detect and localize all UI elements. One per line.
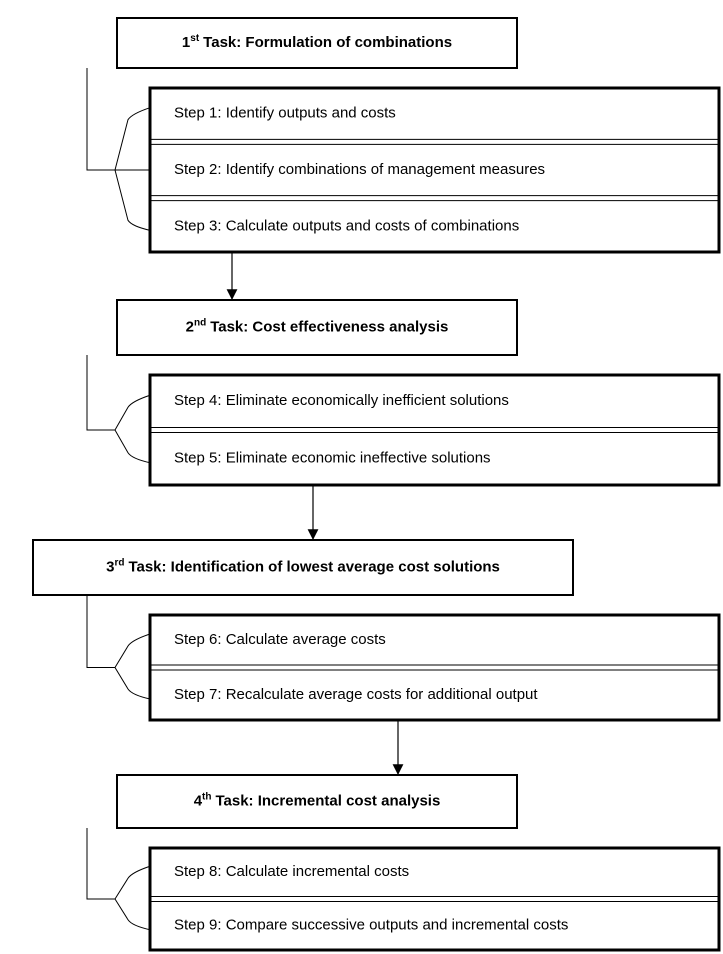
connector [86,828,115,900]
task-box [116,299,518,356]
connector [86,595,115,668]
steps-box [148,613,721,722]
step-label: Step 4: Eliminate economically inefficie… [174,392,509,409]
task-number: 3 [106,558,114,575]
steps-box [148,373,721,487]
step-label: Step 8: Calculate incremental costs [174,863,409,880]
task-ordinal: th [202,791,211,802]
step-label: Step 3: Calculate outputs and costs of c… [174,217,519,234]
task-title: 4th Task: Incremental cost analysis [194,791,441,809]
brace [114,633,151,668]
step-label: Step 7: Recalculate average costs for ad… [174,686,538,703]
brace [114,865,151,900]
task-ordinal: nd [194,317,206,328]
task-name: Task: Incremental cost analysis [215,792,440,809]
task-ordinal: st [190,33,200,44]
task-name: Task: Formulation of combinations [203,34,452,51]
task-name: Task: Identification of lowest average c… [128,558,499,575]
task-title: 2nd Task: Cost effectiveness analysis [186,317,449,335]
brace [114,667,151,700]
connector [86,68,115,171]
step-label: Step 5: Eliminate economic ineffective s… [174,450,491,467]
task-box [116,17,518,69]
task-number: 2 [186,318,194,335]
task-ordinal: rd [114,557,124,568]
step-label: Step 1: Identify outputs and costs [174,105,396,122]
step-label: Step 2: Identify combinations of managem… [174,161,545,178]
step-label: Step 9: Compare successive outputs and i… [174,917,568,934]
task-title: 1st Task: Formulation of combinations [182,33,452,51]
connector [86,355,115,431]
steps-box [148,846,721,952]
task-name: Task: Cost effectiveness analysis [210,318,448,335]
brace [114,107,151,171]
task-box [116,774,518,829]
brace [114,169,151,231]
task-number: 4 [194,792,203,809]
step-label: Step 6: Calculate average costs [174,631,386,648]
task-number: 1 [182,34,190,51]
brace [114,394,151,431]
task-title: 3rd Task: Identification of lowest averag… [106,557,500,575]
task-box [32,539,574,596]
brace [114,898,151,931]
brace [114,429,151,464]
